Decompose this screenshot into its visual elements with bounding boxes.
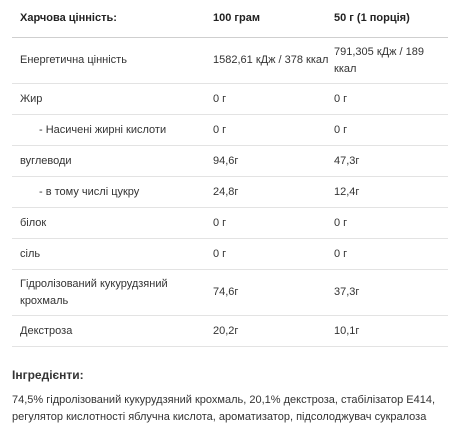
nutrition-header-row: Харчова цінність: 100 грам 50 г (1 порці… — [12, 0, 448, 38]
row-label: сіль — [20, 247, 41, 260]
row-per-100g: 20,2г — [213, 324, 239, 337]
row-label: Енергетична цінність — [20, 54, 127, 66]
row-label: Гідролізований кукурудзяний крохмаль — [20, 277, 168, 307]
row-per-100g: 1582,61 кДж / 378 ккал — [213, 54, 329, 66]
row-per-serving: 0 г — [334, 123, 348, 136]
row-per-serving: 0 г — [334, 92, 348, 105]
table-row-sugars: - в тому числі цукру 24,8г 12,4г — [12, 177, 448, 208]
row-label: Декстроза — [20, 324, 73, 337]
ingredients-title: Інгредієнти: — [12, 368, 84, 382]
row-per-100g: 94,6г — [213, 154, 239, 167]
row-label: вуглеводи — [20, 154, 72, 167]
row-per-100g: 0 г — [213, 247, 227, 260]
row-label: Жир — [20, 92, 43, 105]
table-row-energy: Енергетична цінність 1582,61 кДж / 378 к… — [12, 38, 448, 84]
row-label: - Насичені жирні кислоти — [39, 123, 167, 136]
row-label: - в тому числі цукру — [39, 185, 140, 198]
table-row-hydrolyzed-starch: Гідролізований кукурудзяний крохмаль 74,… — [12, 270, 448, 316]
row-per-serving: 791,305 кДж / 189 ккал — [334, 45, 424, 75]
row-per-serving: 12,4г — [334, 185, 360, 198]
header-per-serving: 50 г (1 порція) — [334, 12, 410, 24]
row-per-serving: 37,3г — [334, 286, 360, 298]
row-per-100g: 0 г — [213, 92, 227, 105]
nutrition-table: Харчова цінність: 100 грам 50 г (1 порці… — [12, 0, 448, 347]
table-row-saturated-fat: - Насичені жирні кислоти 0 г 0 г — [12, 115, 448, 146]
row-label: білок — [20, 216, 47, 229]
header-per-100g: 100 грам — [213, 12, 260, 24]
row-per-serving: 47,3г — [334, 154, 360, 167]
row-per-serving: 10,1г — [334, 324, 360, 337]
table-row-carbohydrates: вуглеводи 94,6г 47,3г — [12, 146, 448, 177]
ingredients-text: 74,5% гідролізований кукурудзяний крохма… — [12, 394, 436, 423]
ingredients-section: Інгредієнти: 74,5% гідролізований кукуру… — [12, 368, 448, 426]
header-nutrition-label: Харчова цінність: — [20, 12, 117, 24]
row-per-100g: 24,8г — [213, 185, 239, 198]
row-per-serving: 0 г — [334, 247, 348, 260]
row-per-100g: 0 г — [213, 123, 227, 136]
row-per-100g: 74,6г — [213, 286, 239, 298]
table-row-dextrose: Декстроза 20,2г 10,1г — [12, 316, 448, 347]
table-row-fat: Жир 0 г 0 г — [12, 84, 448, 115]
row-per-serving: 0 г — [334, 216, 348, 229]
table-row-salt: сіль 0 г 0 г — [12, 239, 448, 270]
table-row-protein: білок 0 г 0 г — [12, 208, 448, 239]
row-per-100g: 0 г — [213, 216, 227, 229]
